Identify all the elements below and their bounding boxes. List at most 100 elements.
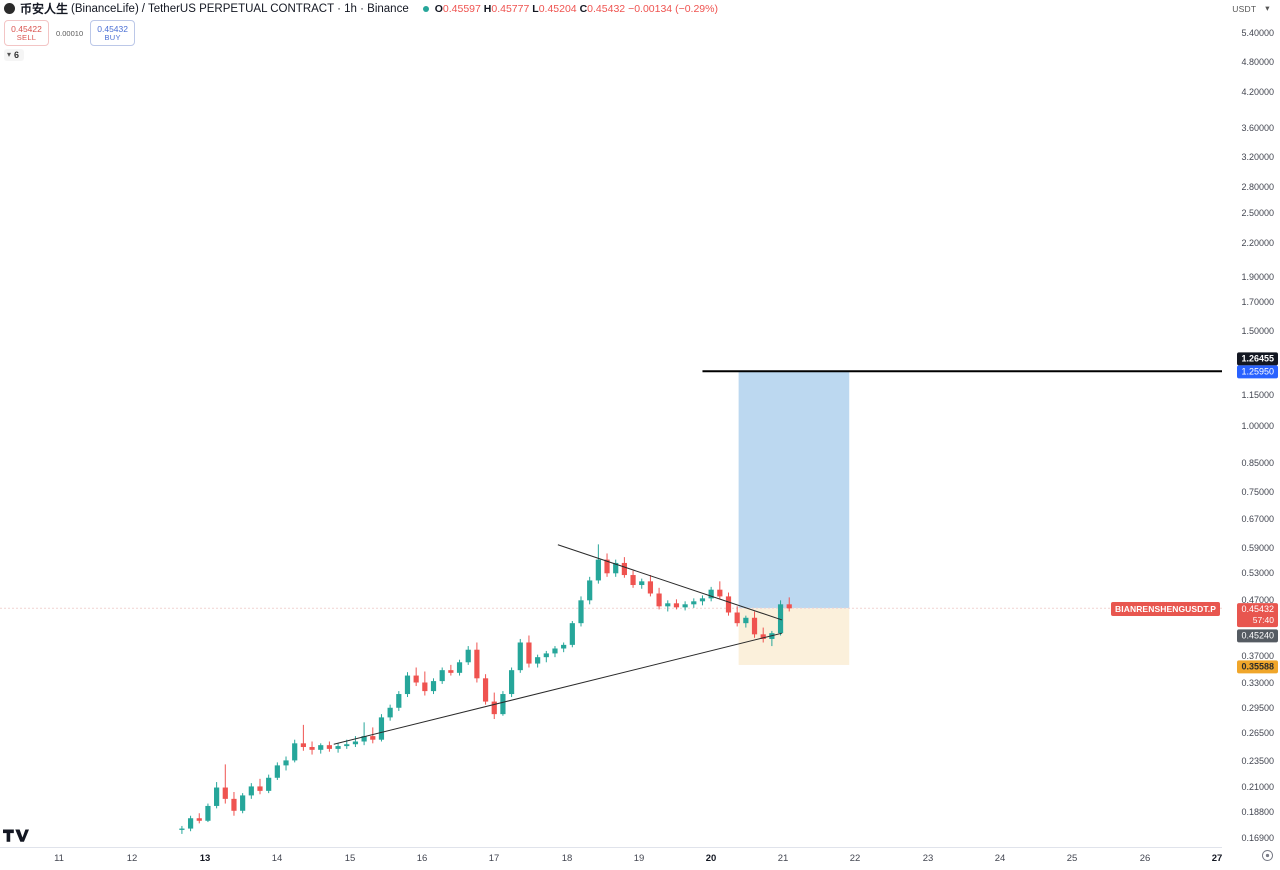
- price-axis-tick: 0.18800: [1241, 807, 1274, 817]
- trendline-drawings[interactable]: [333, 544, 783, 745]
- price-axis-tick: 1.00000: [1241, 421, 1274, 431]
- trendline-ascending-support[interactable]: [333, 632, 783, 745]
- order-size-selector[interactable]: ▾ 6: [4, 49, 25, 61]
- profit-zone-rect[interactable]: [738, 371, 850, 609]
- candle-body: [743, 617, 749, 624]
- alert-price-badge[interactable]: 0.35588: [1237, 660, 1278, 674]
- candle-body: [257, 786, 263, 791]
- price-axis-tick: 0.29500: [1241, 703, 1274, 713]
- time-axis-label: 21: [777, 853, 789, 864]
- time-axis[interactable]: 11 12 13 14 15 16 17 18 19 20 21 22 23 24 25 26 27: [0, 847, 1222, 870]
- ohlc-open-value: 0.45597: [442, 2, 481, 15]
- buy-price: 0.45432: [97, 23, 128, 34]
- sell-price: 0.45422: [11, 23, 42, 34]
- symbol-name[interactable]: 币安人生: [20, 2, 69, 16]
- candle-body: [535, 657, 541, 664]
- price-axis-tick: 1.70000: [1241, 297, 1274, 307]
- time-axis-label: 20: [705, 853, 717, 864]
- time-axis-label: 23: [922, 853, 934, 864]
- candle-body: [387, 707, 393, 718]
- ohlc-values: O0.45597 H0.45777 L0.45204 C0.45432 −0.0…: [435, 3, 718, 15]
- buy-button[interactable]: 0.45432 BUY: [90, 20, 136, 46]
- ohlc-close-label: C: [579, 2, 588, 15]
- candle-body: [725, 596, 732, 613]
- candle-body: [326, 745, 333, 749]
- time-axis-label: 15: [344, 853, 356, 864]
- candle-body: [231, 798, 237, 811]
- candle-body: [673, 603, 680, 608]
- candle-body: [500, 694, 506, 715]
- ohlc-high-value: 0.45777: [491, 2, 530, 15]
- sell-button[interactable]: 0.45422 SELL: [4, 20, 49, 46]
- candle-body: [292, 743, 298, 761]
- price-axis-tick: 1.50000: [1241, 326, 1274, 336]
- ohlc-low-label: L: [532, 2, 539, 15]
- candle-body: [378, 717, 385, 740]
- time-axis-label: 13: [199, 853, 211, 864]
- candle-body: [777, 604, 784, 634]
- price-axis-tick: 4.20000: [1241, 87, 1274, 97]
- candle-body: [205, 805, 211, 821]
- ohlc-low-value: 0.45204: [538, 2, 577, 15]
- order-size-value: 6: [14, 50, 20, 60]
- chart-plot-area[interactable]: [0, 17, 1222, 847]
- candle-body: [613, 562, 619, 574]
- candle-body: [370, 736, 376, 740]
- stop-zone-rect[interactable]: [738, 608, 850, 665]
- price-axis-tick: 1.90000: [1241, 272, 1274, 282]
- candle-body: [422, 682, 428, 692]
- previous-close-badge: 0.45240: [1237, 629, 1278, 643]
- price-axis-tick: 2.50000: [1241, 208, 1274, 218]
- candle-body: [517, 642, 523, 671]
- candle-body: [266, 777, 272, 791]
- price-axis-unit-selector[interactable]: USDT ▾: [1222, 0, 1280, 17]
- trade-panel[interactable]: 0.45422 SELL 0.00010 0.45432 BUY: [4, 20, 136, 46]
- trendline-descending-resistance[interactable]: [557, 544, 783, 621]
- symbol-alias[interactable]: (BinanceLife): [71, 2, 139, 15]
- chart-legend[interactable]: 币安人生 (BinanceLife) / TetherUS PERPETUAL …: [0, 0, 718, 17]
- candle-body: [352, 741, 359, 745]
- time-axis-label: 14: [271, 853, 283, 864]
- time-axis-label: 25: [1066, 853, 1078, 864]
- candle-body: [561, 644, 567, 649]
- candle-body: [482, 678, 489, 702]
- candle-body: [595, 559, 601, 581]
- price-axis-tick: 1.15000: [1241, 390, 1274, 400]
- candle-body: [665, 603, 671, 607]
- candle-body: [543, 653, 549, 658]
- candle-body: [508, 670, 515, 695]
- candle-body: [587, 580, 593, 601]
- candle-body: [318, 745, 324, 750]
- ticker-tag-badge[interactable]: BIANRENSHENGUSDT.P: [1111, 602, 1220, 616]
- candle-body: [335, 746, 341, 749]
- price-axis-unit-label: USDT: [1232, 3, 1257, 14]
- long-position-tool[interactable]: [738, 371, 850, 665]
- candle-body: [639, 581, 645, 586]
- resistance-price-badge[interactable]: 1.25950: [1237, 365, 1278, 379]
- crosshair-target-icon[interactable]: [1261, 849, 1274, 862]
- time-axis-label: 18: [561, 853, 573, 864]
- candle-body: [691, 601, 697, 605]
- candle-body: [300, 743, 306, 748]
- time-axis-label: 16: [416, 853, 428, 864]
- candle-body: [196, 818, 202, 821]
- buy-label: BUY: [104, 32, 121, 42]
- candle-body: [656, 593, 662, 607]
- candle-body: [734, 612, 740, 624]
- candle-body: [474, 649, 480, 679]
- symbol-description[interactable]: / TetherUS PERPETUAL CONTRACT · 1h · Bin…: [141, 2, 409, 15]
- binance-circle-logo-icon: [4, 3, 15, 14]
- candle-body: [708, 589, 714, 599]
- candle-body: [361, 736, 367, 742]
- candle-body: [699, 598, 706, 602]
- candle-body: [491, 701, 497, 715]
- price-axis-tick: 0.53000: [1241, 568, 1274, 578]
- price-axis[interactable]: USDT ▾ 5.40000 4.80000 4.20000 3.60000 3.200…: [1222, 0, 1280, 852]
- price-axis-tick: 0.47000: [1241, 595, 1274, 605]
- current-price-badge: 0.45432 57:40: [1237, 603, 1278, 627]
- candle-body: [569, 623, 575, 645]
- tradingview-logo-icon: [3, 829, 29, 842]
- ohlc-high-label: H: [483, 2, 492, 15]
- price-axis-tick: 3.20000: [1241, 152, 1274, 162]
- market-status-dot-icon: [422, 5, 429, 12]
